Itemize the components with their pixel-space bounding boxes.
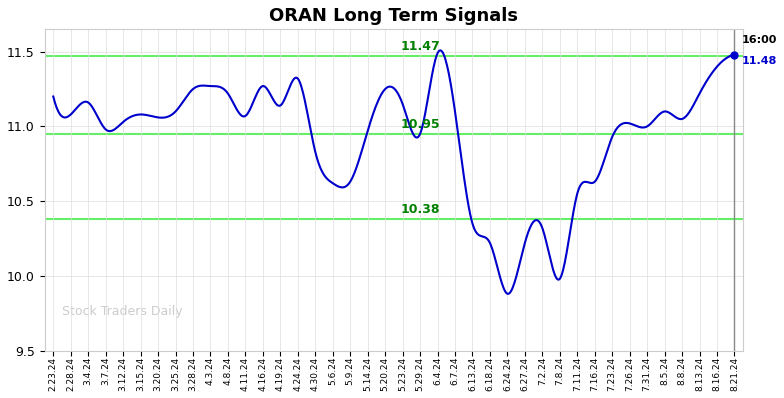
Text: 10.95: 10.95 [401,118,440,131]
Text: 11.48: 11.48 [742,56,777,66]
Text: 11.47: 11.47 [400,40,440,53]
Text: 16:00: 16:00 [742,35,777,45]
Text: 10.38: 10.38 [401,203,440,216]
Text: Stock Traders Daily: Stock Traders Daily [62,305,183,318]
Title: ORAN Long Term Signals: ORAN Long Term Signals [270,7,518,25]
